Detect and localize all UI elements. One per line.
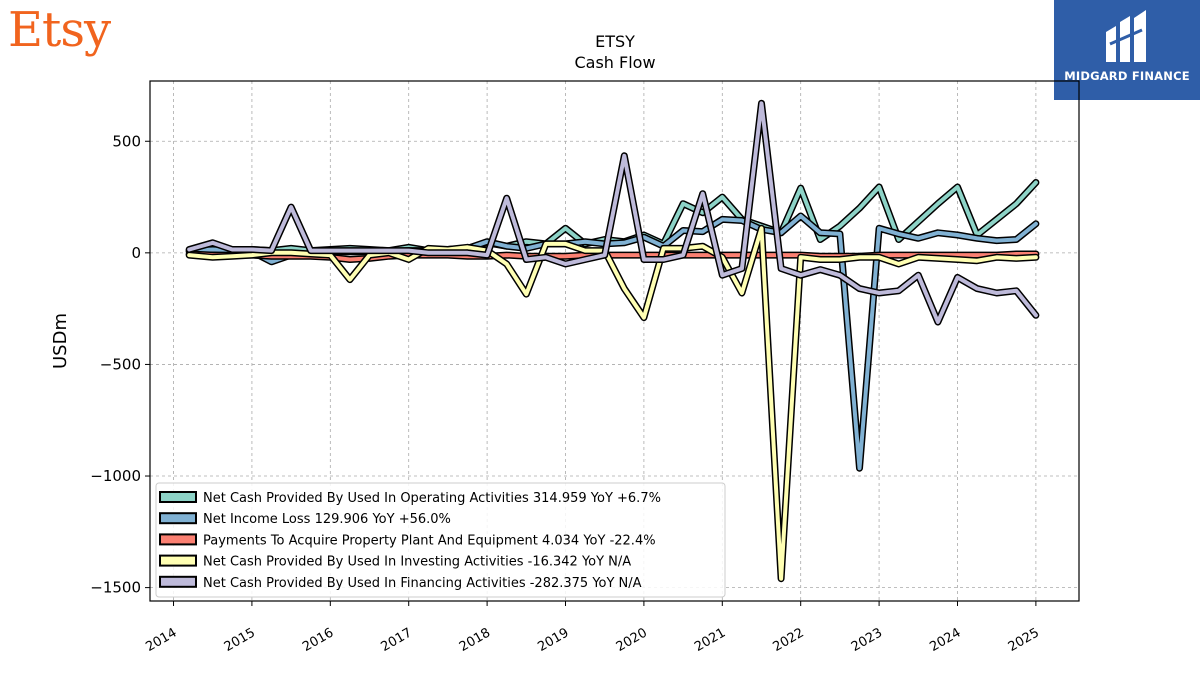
- series-3: [185, 224, 1040, 583]
- legend-item: Net Cash Provided By Used In Operating A…: [159, 491, 661, 506]
- x-tick-label: 2015: [222, 625, 258, 655]
- legend: Net Cash Provided By Used In Operating A…: [155, 482, 726, 598]
- x-tick-label: 2025: [1006, 625, 1042, 655]
- legend-label: Net Cash Provided By Used In Investing A…: [203, 555, 631, 570]
- legend-swatch: [159, 512, 197, 525]
- y-tick-label: −1000: [90, 467, 141, 485]
- x-tick-label: 2021: [692, 625, 728, 655]
- legend-swatch: [159, 533, 197, 546]
- legend-label: Payments To Acquire Property Plant And E…: [203, 533, 656, 548]
- legend-item: Net Income Loss 129.906 YoY +56.0%: [159, 512, 451, 527]
- midgard-emblem-icon: [1106, 10, 1146, 62]
- midgard-finance-logo: MIDGARD FINANCE: [1054, 0, 1200, 100]
- y-axis-ticks: 500 0 −500 −1000 −1500: [90, 132, 150, 597]
- y-tick-label: −1500: [90, 579, 141, 597]
- x-tick-label: 2020: [614, 625, 650, 655]
- midgard-finance-wordmark: MIDGARD FINANCE: [1064, 69, 1190, 83]
- etsy-logo: Etsy: [8, 2, 111, 58]
- plot-frame: [149, 80, 1080, 602]
- series-line: [187, 226, 1038, 581]
- x-axis-ticks: 2014 2015 2016 2017 2018 2019 2020 2021 2022 2023…: [143, 601, 1042, 655]
- x-tick-label: 2019: [535, 625, 571, 655]
- series-4: [185, 99, 1040, 326]
- x-tick-label: 2014: [143, 625, 179, 655]
- legend-swatch: [159, 491, 197, 503]
- x-tick-label: 2018: [457, 625, 493, 655]
- legend-swatch: [159, 575, 197, 588]
- series-line: [187, 101, 1038, 324]
- y-tick-label: 500: [112, 132, 141, 150]
- legend-label: Net Cash Provided By Used In Financing A…: [203, 576, 642, 591]
- y-axis-label: USDm: [50, 313, 71, 369]
- legend-label: Net Cash Provided By Used In Operating A…: [203, 491, 661, 506]
- legend-item: Payments To Acquire Property Plant And E…: [159, 533, 656, 548]
- chart-title: ETSY: [595, 32, 635, 51]
- y-tick-label: 0: [131, 244, 141, 262]
- series-lines: [185, 99, 1040, 583]
- y-tick-label: −500: [100, 355, 141, 373]
- x-tick-label: 2017: [379, 625, 415, 655]
- x-tick-label: 2022: [771, 625, 807, 655]
- legend-item: Net Cash Provided By Used In Financing A…: [159, 575, 642, 591]
- legend-label: Net Income Loss 129.906 YoY +56.0%: [203, 512, 451, 527]
- x-tick-label: 2023: [849, 625, 885, 655]
- legend-box: [155, 482, 726, 598]
- legend-item: Net Cash Provided By Used In Investing A…: [159, 554, 631, 570]
- x-tick-label: 2024: [927, 625, 963, 655]
- legend-swatch: [159, 554, 197, 567]
- chart-subtitle: Cash Flow: [574, 53, 655, 72]
- x-tick-label: 2016: [300, 625, 336, 655]
